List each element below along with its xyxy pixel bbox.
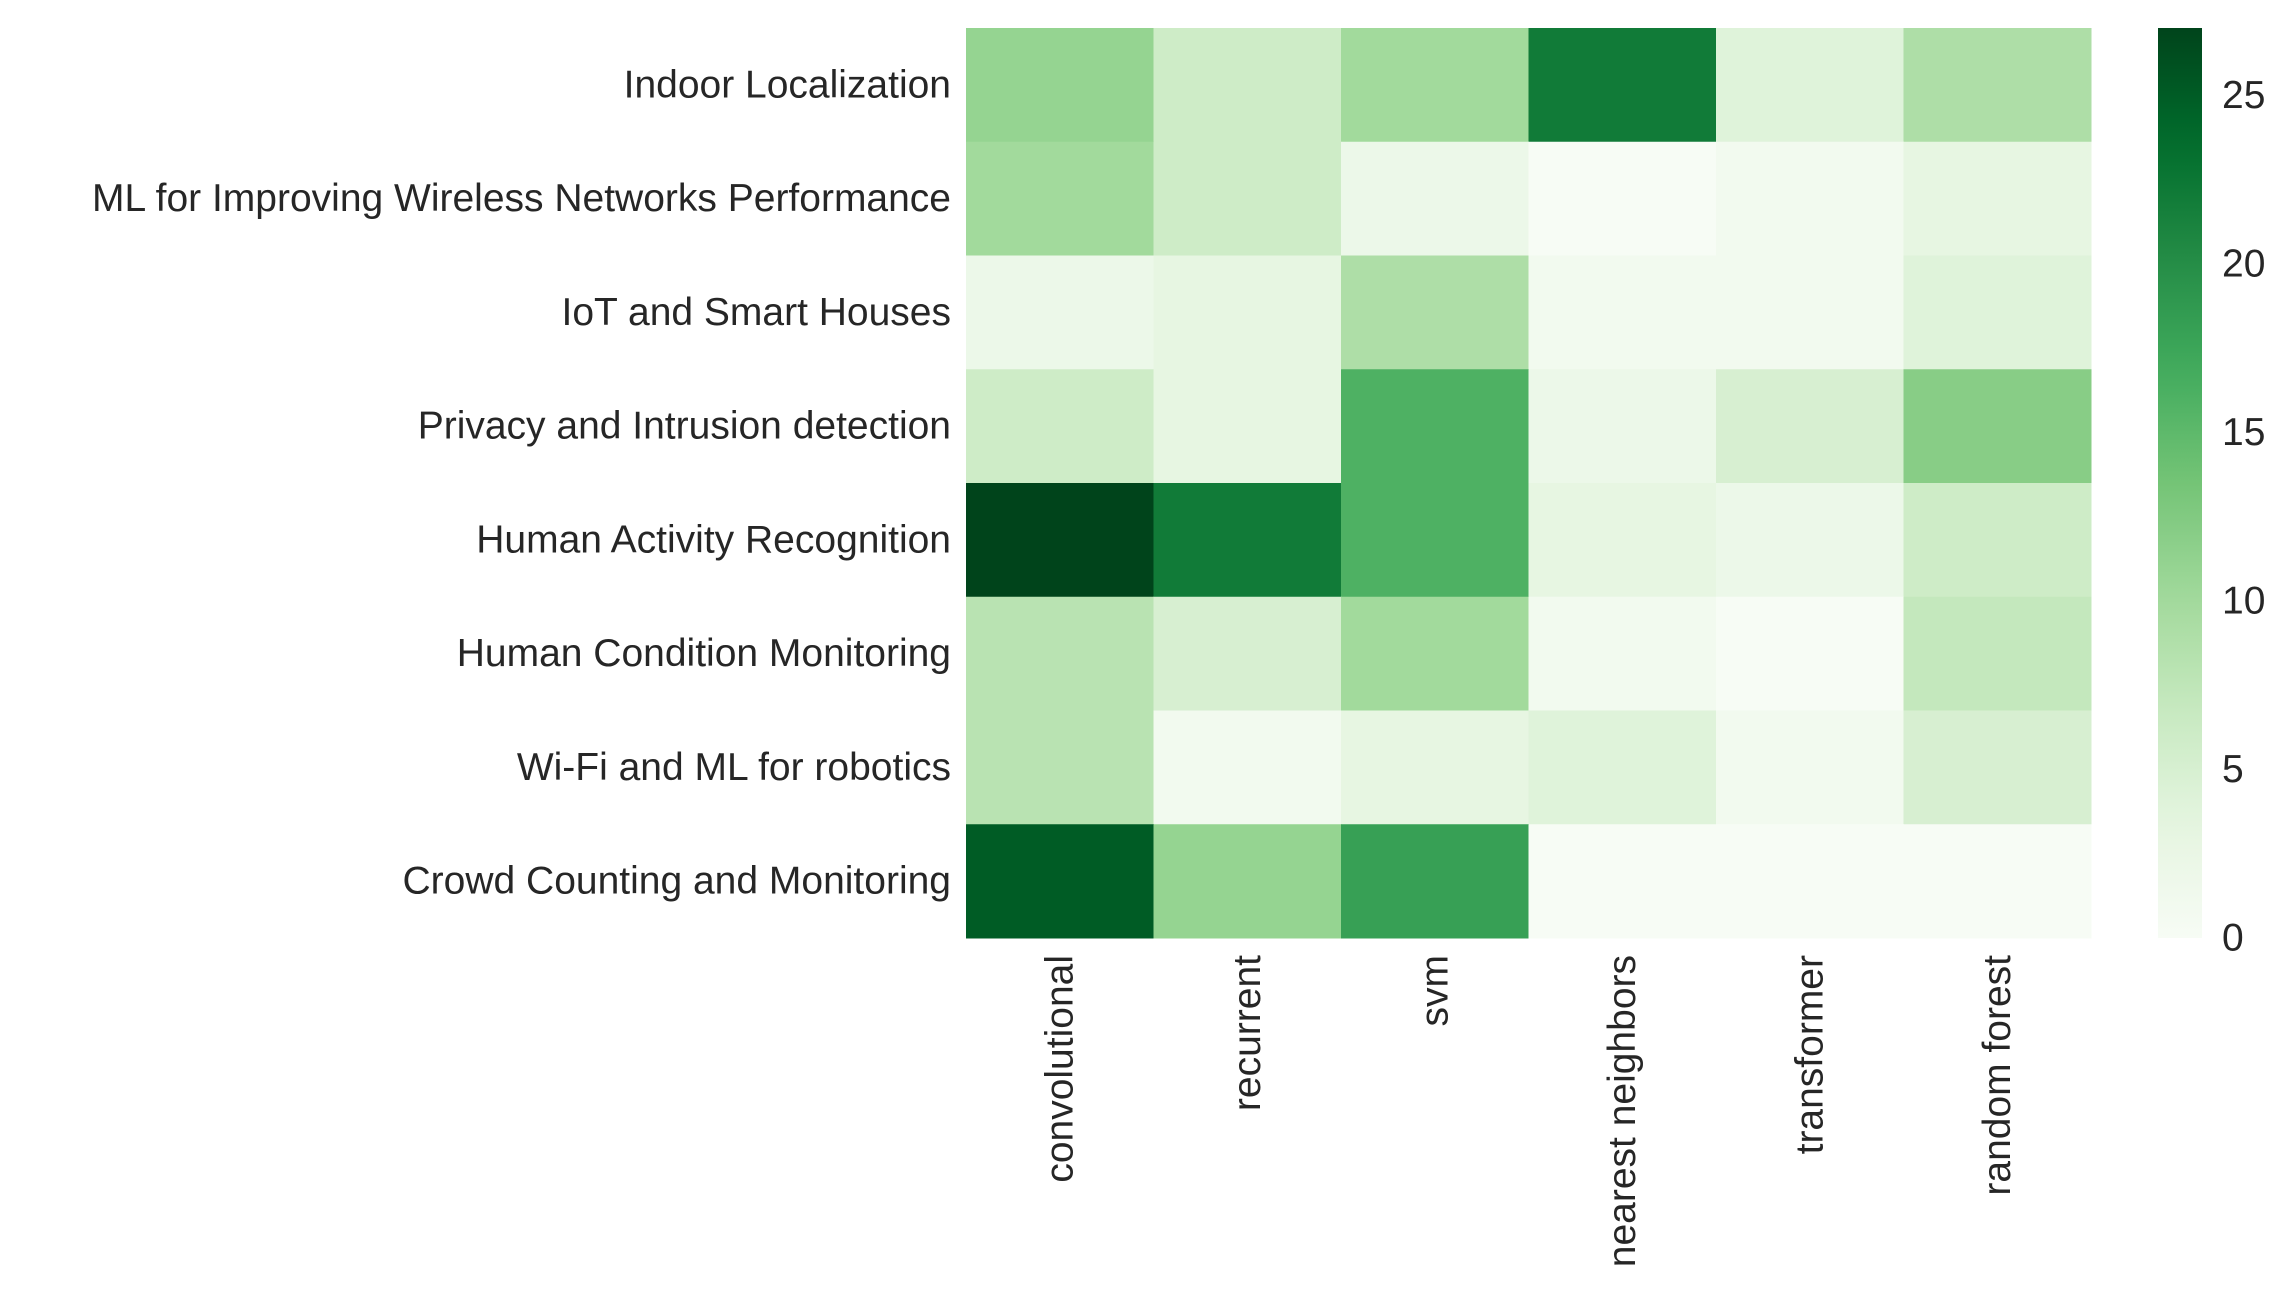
column-labels: convolutional recurrent svm nearest neighbo… (1038, 955, 2019, 1267)
heatmap-cell (1341, 255, 1529, 370)
heatmap-cell (966, 483, 1154, 598)
colorbar-tick-label: 15 (2222, 411, 2265, 454)
heatmap-cell (1903, 369, 2092, 484)
heatmap-cell (1528, 596, 1717, 711)
heatmap-cell (1528, 824, 1717, 939)
colorbar-tick-label: 0 (2222, 917, 2244, 960)
heatmap-cell (1153, 824, 1342, 939)
column-label: convolutional (1038, 955, 1081, 1183)
heatmap-cell (1903, 483, 2092, 598)
heatmap-cell (966, 824, 1154, 939)
heatmap-cell (966, 596, 1154, 711)
row-labels: Indoor Localization ML for Improving Wire… (92, 63, 951, 902)
heatmap-cell (1341, 141, 1529, 256)
column-label: transformer (1788, 955, 1831, 1154)
heatmap-cell (1716, 596, 1904, 711)
heatmap-cell (1903, 28, 2092, 143)
heatmap-cell (966, 255, 1154, 370)
heatmap-cell (1153, 596, 1342, 711)
heatmap-cell (1528, 710, 1717, 825)
colorbar-tick-label: 20 (2222, 242, 2265, 285)
heatmap-cell (1341, 28, 1529, 143)
row-label: Crowd Counting and Monitoring (403, 860, 951, 903)
heatmap-cell (1153, 141, 1342, 256)
row-label: Indoor Localization (624, 63, 951, 106)
heatmap-cell (1153, 255, 1342, 370)
heatmap-cell (1903, 824, 2092, 939)
heatmap-cell (1153, 28, 1342, 143)
heatmap-cell (1528, 255, 1717, 370)
column-label: random forest (1976, 955, 2019, 1196)
colorbar-gradient (2158, 28, 2202, 938)
heatmap-cell (1716, 710, 1904, 825)
heatmap-cell (1528, 141, 1717, 256)
column-label: svm (1413, 955, 1456, 1027)
heatmap-cell (1528, 369, 1717, 484)
heatmap-cell (966, 369, 1154, 484)
heatmap-cell (1716, 141, 1904, 256)
heatmap-cell (1341, 483, 1529, 598)
heatmap-cell (1716, 369, 1904, 484)
row-label: Privacy and Intrusion detection (418, 405, 951, 448)
heatmap-cell (966, 141, 1154, 256)
heatmap-cell (1153, 710, 1342, 825)
heatmap-cell (1341, 824, 1529, 939)
heatmap-cell (966, 28, 1154, 143)
colorbar-tick-label: 5 (2222, 748, 2244, 791)
colorbar: 0 5 10 15 20 25 (2158, 28, 2265, 960)
heatmap-cell (1341, 369, 1529, 484)
heatmap-cell (1716, 824, 1904, 939)
heatmap-cell (1903, 710, 2092, 825)
heatmap-cell (1903, 141, 2092, 256)
heatmap-cell (1903, 255, 2092, 370)
colorbar-tick-label: 25 (2222, 74, 2265, 117)
row-label: Human Activity Recognition (476, 518, 951, 561)
heatmap-cell (1528, 28, 1717, 143)
column-label: recurrent (1226, 955, 1269, 1111)
heatmap-cells (966, 28, 2092, 939)
heatmap-cell (1903, 596, 2092, 711)
colorbar-tick-label: 10 (2222, 579, 2265, 622)
heatmap-cell (1716, 483, 1904, 598)
heatmap-cell (1153, 483, 1342, 598)
row-label: Human Condition Monitoring (457, 632, 951, 675)
row-label: ML for Improving Wireless Networks Perfo… (92, 177, 951, 220)
heatmap-cell (1528, 483, 1717, 598)
column-label: nearest neighbors (1601, 955, 1644, 1267)
colorbar-ticks: 0 5 10 15 20 25 (2222, 74, 2265, 960)
heatmap-cell (1153, 369, 1342, 484)
heatmap-cell (1716, 28, 1904, 143)
row-label: IoT and Smart Houses (562, 291, 951, 334)
heatmap-cell (1341, 710, 1529, 825)
row-label: Wi-Fi and ML for robotics (517, 746, 951, 789)
heatmap-cell (1341, 596, 1529, 711)
heatmap-cell (966, 710, 1154, 825)
heatmap-cell (1716, 255, 1904, 370)
